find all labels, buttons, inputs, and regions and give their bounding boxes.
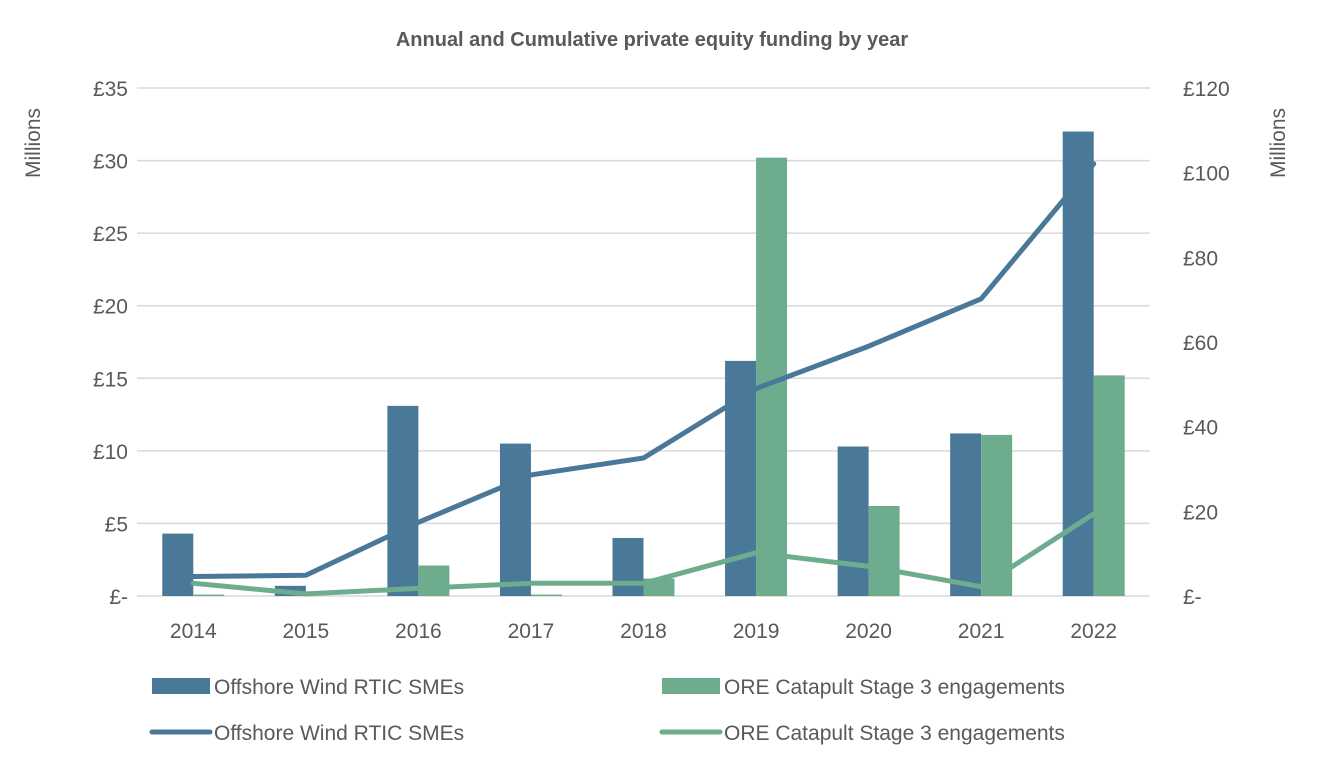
bar-2016-rtic bbox=[387, 405, 419, 596]
x-tick-label: 2015 bbox=[282, 620, 329, 643]
x-tick-label: 2014 bbox=[170, 620, 217, 643]
bar-2016-ore bbox=[418, 565, 450, 596]
legend-bar-swatch bbox=[662, 678, 720, 694]
bar-2020-ore bbox=[868, 506, 900, 596]
x-tick-label: 2016 bbox=[395, 620, 442, 643]
y-right-tick-label: £60 bbox=[1183, 332, 1218, 355]
x-tick-label: 2022 bbox=[1070, 620, 1117, 643]
y-right-tick-label: £120 bbox=[1183, 78, 1230, 101]
y-left-tick-label: £10 bbox=[93, 441, 128, 464]
x-tick-label: 2019 bbox=[733, 620, 780, 643]
bar-2014-ore bbox=[193, 594, 225, 596]
legend-label: Offshore Wind RTIC SMEs bbox=[214, 722, 464, 745]
bar-2018-rtic bbox=[612, 537, 644, 596]
bar-2017-ore bbox=[530, 594, 562, 596]
y-left-tick-label: £- bbox=[109, 586, 128, 609]
y-left-tick-label: £35 bbox=[93, 78, 128, 101]
y-left-tick-label: £20 bbox=[93, 296, 128, 319]
legend-bar-swatch bbox=[152, 678, 210, 694]
y-right-tick-label: £20 bbox=[1183, 501, 1218, 524]
line-rtic-cumulative bbox=[190, 161, 1097, 580]
bar-2022-ore bbox=[1093, 375, 1125, 596]
legend-label: ORE Catapult Stage 3 engagements bbox=[724, 722, 1065, 745]
bar-2021-rtic bbox=[950, 433, 982, 596]
y-right-tick-label: £100 bbox=[1183, 163, 1230, 186]
chart-title: Annual and Cumulative private equity fun… bbox=[396, 29, 909, 51]
line-ore-cumulative bbox=[190, 511, 1097, 597]
x-tick-label: 2020 bbox=[845, 620, 892, 643]
x-tick-label: 2018 bbox=[620, 620, 667, 643]
y-left-tick-label: £15 bbox=[93, 368, 128, 391]
legend-label: Offshore Wind RTIC SMEs bbox=[214, 676, 464, 699]
y-left-label: Millions bbox=[22, 108, 45, 178]
x-tick-label: 2021 bbox=[958, 620, 1005, 643]
y-right-tick-label: £- bbox=[1183, 586, 1202, 609]
legend-label: ORE Catapult Stage 3 engagements bbox=[724, 676, 1065, 699]
x-tick-label: 2017 bbox=[508, 620, 555, 643]
bar-2014-rtic bbox=[162, 533, 194, 596]
bar-2020-rtic bbox=[837, 446, 869, 596]
y-right-tick-label: £40 bbox=[1183, 417, 1218, 440]
y-left-tick-label: £5 bbox=[105, 513, 128, 536]
y-left-tick-label: £30 bbox=[93, 151, 128, 174]
y-left-tick-label: £25 bbox=[93, 223, 128, 246]
y-right-label: Millions bbox=[1267, 108, 1290, 178]
bar-2017-rtic bbox=[499, 443, 531, 596]
y-right-tick-label: £80 bbox=[1183, 247, 1218, 270]
